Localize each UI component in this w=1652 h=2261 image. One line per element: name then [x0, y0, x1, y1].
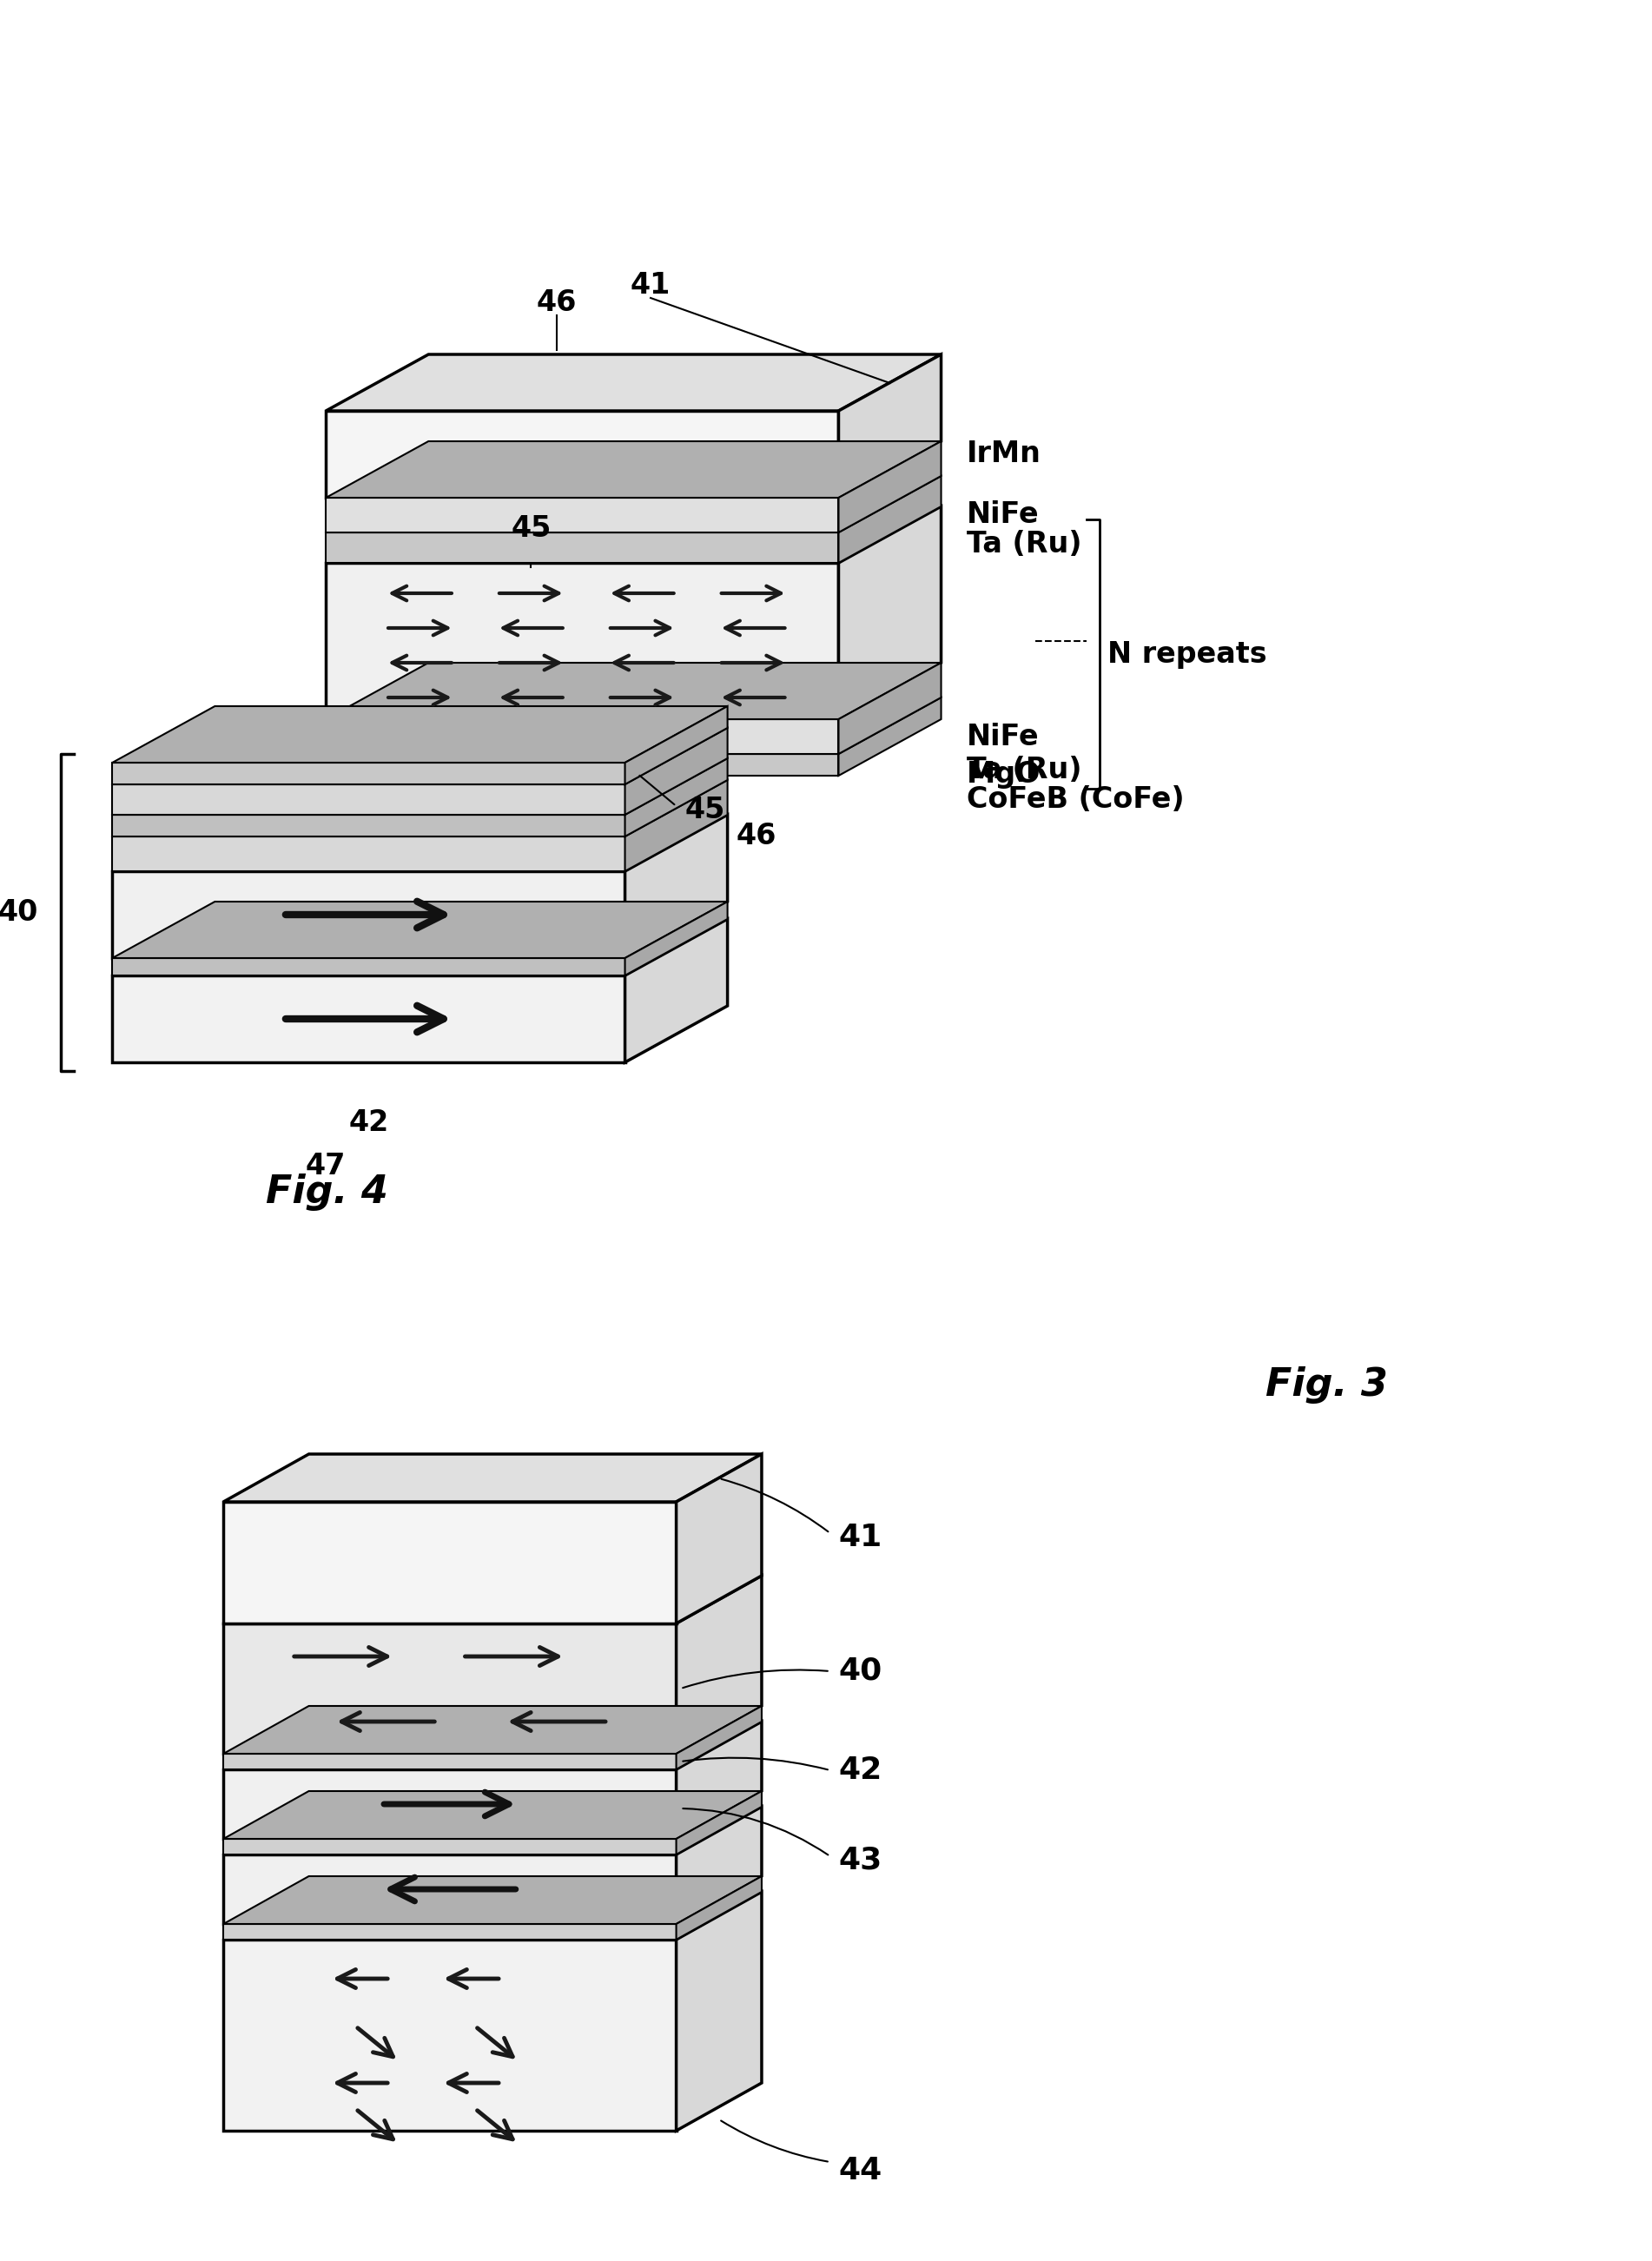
Polygon shape [112, 728, 727, 785]
Polygon shape [223, 1807, 762, 1854]
Polygon shape [112, 837, 624, 870]
Text: NiFe: NiFe [966, 500, 1039, 529]
Polygon shape [325, 506, 942, 563]
Text: 47: 47 [306, 1153, 345, 1180]
Text: 42: 42 [349, 1108, 388, 1137]
Text: 43: 43 [839, 1845, 882, 1874]
Polygon shape [325, 355, 942, 412]
Text: 45: 45 [686, 796, 725, 825]
Polygon shape [325, 719, 839, 753]
Polygon shape [223, 1576, 762, 1623]
Polygon shape [624, 780, 727, 870]
Text: 40: 40 [0, 898, 38, 927]
Polygon shape [325, 563, 839, 719]
Polygon shape [839, 477, 942, 563]
Polygon shape [839, 696, 942, 776]
Polygon shape [325, 696, 942, 753]
Polygon shape [112, 757, 727, 814]
Polygon shape [676, 1877, 762, 1940]
Polygon shape [223, 1854, 676, 1924]
Polygon shape [223, 1623, 676, 1755]
Polygon shape [112, 762, 624, 785]
Polygon shape [325, 497, 839, 531]
Text: N repeats: N repeats [1108, 640, 1267, 669]
Polygon shape [223, 1501, 676, 1623]
Polygon shape [839, 662, 942, 753]
Polygon shape [223, 1770, 676, 1838]
Polygon shape [624, 728, 727, 814]
Text: Fig. 4: Fig. 4 [266, 1173, 388, 1212]
Polygon shape [112, 902, 727, 959]
Text: 41: 41 [839, 1522, 882, 1553]
Polygon shape [676, 1576, 762, 1755]
Polygon shape [112, 814, 727, 870]
Polygon shape [223, 1454, 762, 1501]
Polygon shape [112, 959, 624, 974]
Polygon shape [223, 1924, 676, 1940]
Polygon shape [676, 1791, 762, 1854]
Polygon shape [223, 1791, 762, 1838]
Text: 46: 46 [537, 287, 577, 317]
Polygon shape [223, 1707, 762, 1755]
Text: 46: 46 [737, 823, 776, 850]
Polygon shape [624, 757, 727, 837]
Polygon shape [223, 1940, 676, 2130]
Polygon shape [676, 1892, 762, 2130]
Polygon shape [325, 477, 942, 531]
Polygon shape [223, 1892, 762, 1940]
Polygon shape [325, 412, 839, 497]
Polygon shape [112, 814, 624, 837]
Polygon shape [112, 918, 727, 974]
Text: IrMn: IrMn [966, 441, 1041, 468]
Polygon shape [112, 705, 727, 762]
Polygon shape [624, 918, 727, 1063]
Polygon shape [624, 814, 727, 959]
Polygon shape [676, 1454, 762, 1623]
Polygon shape [325, 441, 942, 497]
Polygon shape [223, 1755, 676, 1770]
Text: Fig. 3: Fig. 3 [1265, 1366, 1388, 1404]
Text: 40: 40 [839, 1657, 882, 1687]
Polygon shape [325, 753, 839, 776]
Text: NiFe: NiFe [966, 721, 1039, 751]
Polygon shape [112, 974, 624, 1063]
Polygon shape [223, 1877, 762, 1924]
Polygon shape [223, 1838, 676, 1854]
Polygon shape [223, 1721, 762, 1770]
Polygon shape [112, 785, 624, 814]
Polygon shape [325, 531, 839, 563]
Polygon shape [325, 662, 942, 719]
Polygon shape [839, 506, 942, 719]
Text: Ta (Ru): Ta (Ru) [966, 529, 1082, 558]
Text: 45: 45 [510, 513, 552, 543]
Polygon shape [112, 780, 727, 837]
Text: 41: 41 [631, 271, 671, 298]
Polygon shape [624, 902, 727, 974]
Polygon shape [624, 705, 727, 785]
Polygon shape [676, 1721, 762, 1838]
Polygon shape [112, 870, 624, 959]
Text: MgO: MgO [966, 760, 1041, 789]
Text: Ta (Ru): Ta (Ru) [966, 755, 1082, 785]
Polygon shape [676, 1707, 762, 1770]
Polygon shape [676, 1807, 762, 1924]
Polygon shape [839, 441, 942, 531]
Text: 42: 42 [839, 1755, 882, 1784]
Polygon shape [839, 355, 942, 497]
Text: 44: 44 [839, 2157, 882, 2186]
Text: CoFeB (CoFe): CoFeB (CoFe) [966, 785, 1184, 814]
